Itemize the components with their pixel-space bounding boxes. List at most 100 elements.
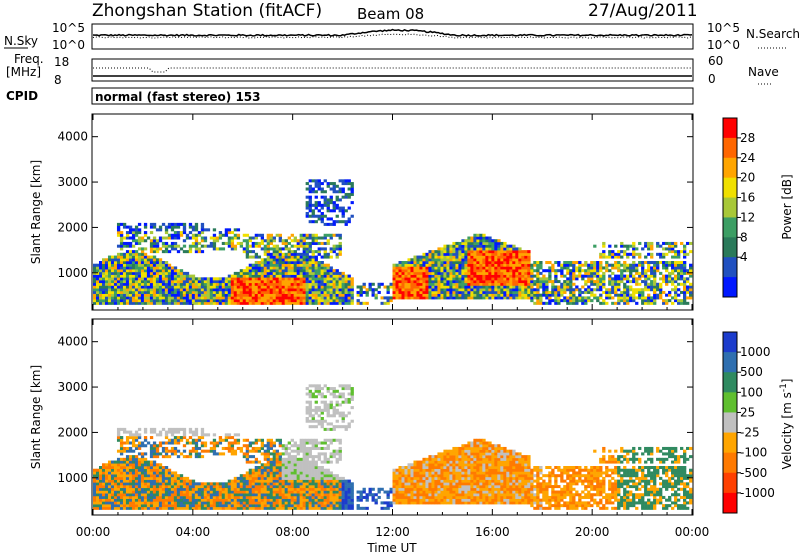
power-cell — [485, 291, 488, 294]
velocity-cell — [282, 474, 285, 477]
power-cell — [156, 280, 159, 283]
velocity-cell — [108, 480, 111, 483]
velocity-cell — [258, 499, 261, 502]
power-cell — [348, 217, 351, 220]
power-cell — [479, 283, 482, 286]
power-cell — [611, 291, 614, 294]
power-cell — [390, 296, 393, 299]
power-cell — [324, 204, 327, 207]
power-cell — [548, 291, 551, 294]
power-cell — [114, 258, 117, 261]
velocity-cell — [153, 450, 156, 453]
power-cell — [524, 294, 527, 297]
power-cell — [656, 288, 659, 291]
velocity-cell — [189, 501, 192, 504]
power-cell — [440, 272, 443, 275]
velocity-cell — [195, 499, 198, 502]
velocity-cell — [102, 491, 105, 494]
power-cell — [273, 247, 276, 250]
power-cell — [288, 242, 291, 245]
power-cell — [309, 220, 312, 223]
power-cell — [153, 258, 156, 261]
power-cell — [518, 272, 521, 275]
velocity-cell — [258, 461, 261, 464]
power-cell — [396, 288, 399, 291]
power-cell — [102, 288, 105, 291]
velocity-cell — [282, 485, 285, 488]
power-cell — [653, 302, 656, 305]
velocity-cell — [219, 507, 222, 510]
velocity-cell — [156, 447, 159, 450]
power-cell — [306, 291, 309, 294]
velocity-cell — [294, 504, 297, 507]
power-cell — [174, 294, 177, 297]
power-cell — [629, 294, 632, 297]
power-cell — [126, 286, 129, 289]
velocity-cell — [159, 496, 162, 499]
velocity-cell — [171, 482, 174, 485]
velocity-cell — [141, 466, 144, 469]
power-cell — [333, 280, 336, 283]
power-cell — [123, 294, 126, 297]
power-cell — [129, 294, 132, 297]
power-cell — [375, 288, 378, 291]
power-cell — [192, 286, 195, 289]
power-cell — [491, 280, 494, 283]
power-cell — [476, 266, 479, 269]
velocity-cell — [219, 485, 222, 488]
velocity-cell — [171, 452, 174, 455]
velocity-cell — [261, 504, 264, 507]
power-cell — [204, 302, 207, 305]
velocity-cell — [180, 439, 183, 442]
velocity-cell — [174, 485, 177, 488]
power-cell — [336, 299, 339, 302]
power-cell — [674, 299, 677, 302]
power-cell — [204, 299, 207, 302]
velocity-cell — [183, 485, 186, 488]
power-cell — [243, 277, 246, 280]
power-cell — [312, 188, 315, 191]
power-cell — [168, 272, 171, 275]
power-cell — [674, 261, 677, 264]
power-cell — [312, 272, 315, 275]
power-cell — [174, 296, 177, 299]
power-cell — [99, 302, 102, 305]
power-cell — [249, 291, 252, 294]
power-cell — [273, 256, 276, 259]
velocity-cell — [111, 504, 114, 507]
velocity-cell — [159, 499, 162, 502]
power-cell — [650, 266, 653, 269]
power-cell — [147, 283, 150, 286]
power-cell — [339, 296, 342, 299]
velocity-cell — [138, 433, 141, 436]
power-cell — [440, 266, 443, 269]
velocity-cell — [297, 452, 300, 455]
power-cell — [617, 275, 620, 278]
power-cell — [273, 250, 276, 253]
velocity-cell — [162, 471, 165, 474]
power-cell — [333, 207, 336, 210]
velocity-cell — [150, 444, 153, 447]
power-cell — [587, 280, 590, 283]
power-cell — [629, 264, 632, 267]
velocity-cell — [255, 485, 258, 488]
power-cell — [647, 286, 650, 289]
power-cell — [620, 280, 623, 283]
velocity-cell — [252, 447, 255, 450]
power-cell — [330, 256, 333, 259]
power-cell — [521, 275, 524, 278]
power-cell — [267, 272, 270, 275]
velocity-cell — [189, 499, 192, 502]
power-cell — [617, 288, 620, 291]
power-cell — [228, 291, 231, 294]
velocity-cell — [156, 507, 159, 510]
velocity-cell — [165, 471, 168, 474]
power-cell — [539, 286, 542, 289]
velocity-cell — [135, 455, 138, 458]
power-cell — [464, 296, 467, 299]
power-cell — [174, 234, 177, 237]
power-cell — [168, 234, 171, 237]
power-cell — [105, 294, 108, 297]
velocity-cell — [207, 488, 210, 491]
power-cell — [339, 237, 342, 240]
